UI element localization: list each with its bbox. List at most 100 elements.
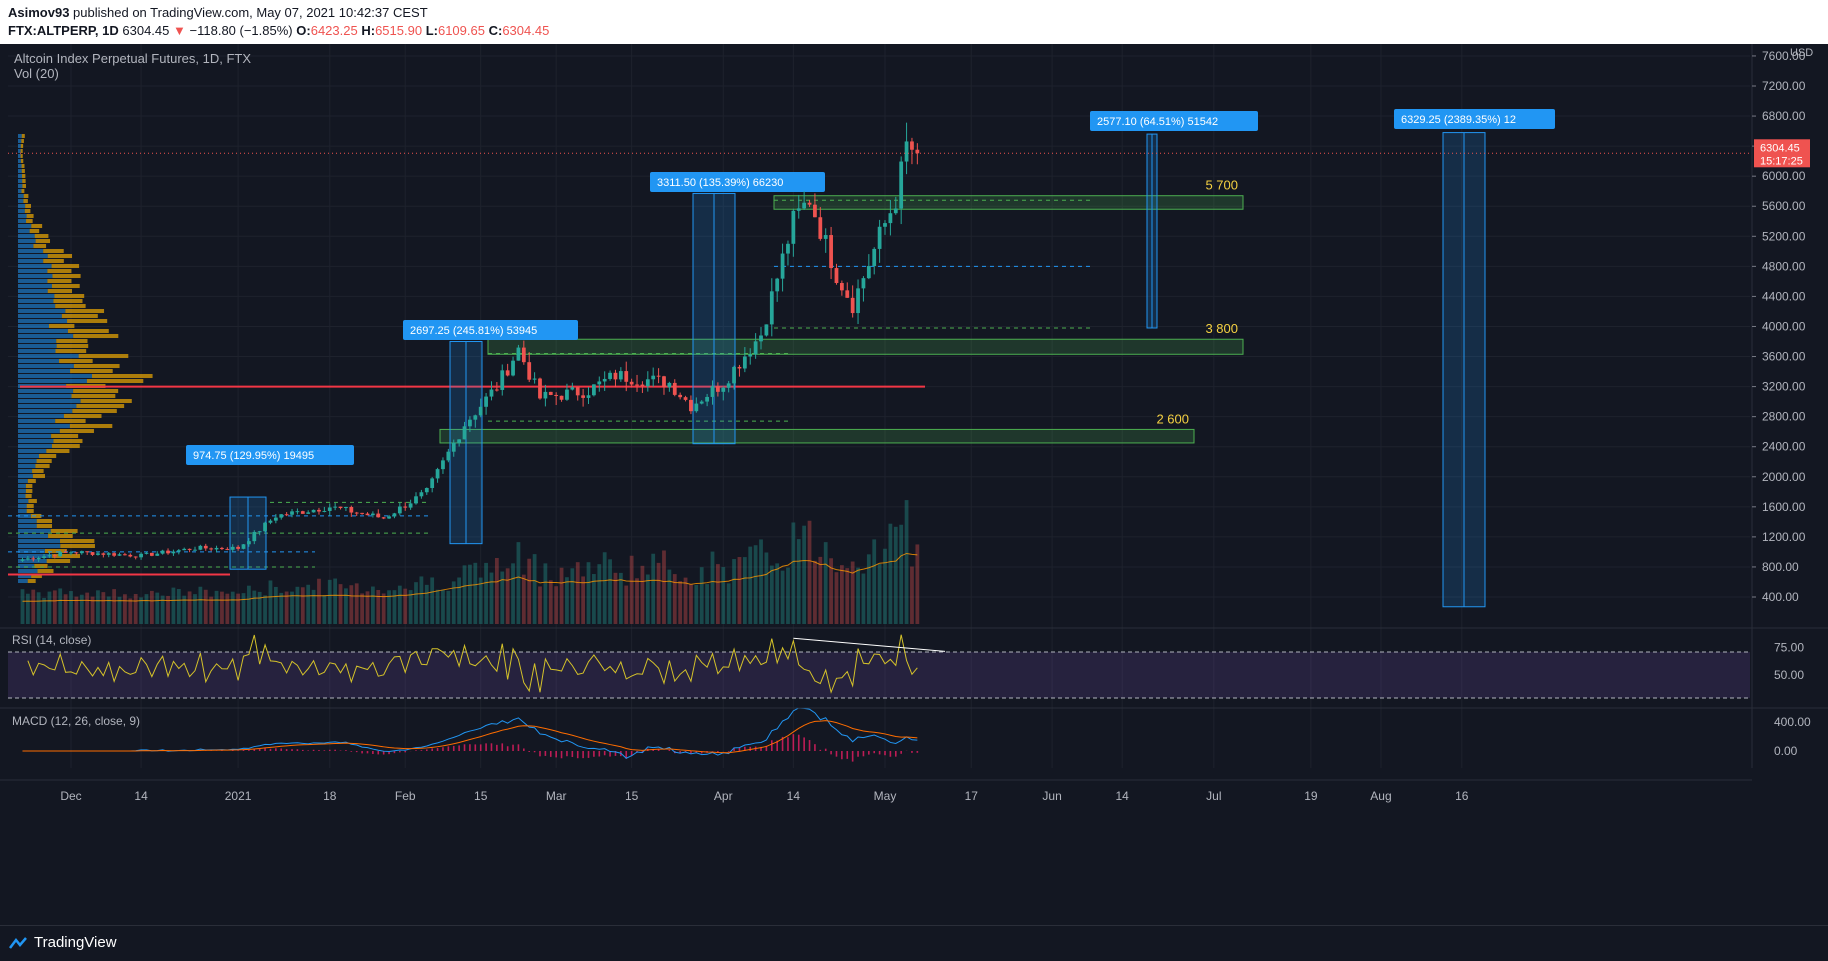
profile-bar-up — [18, 134, 22, 138]
price-tick: 1600.00 — [1762, 500, 1806, 514]
profile-bar-up — [18, 549, 45, 553]
macd-histogram-bar — [560, 751, 563, 759]
measure-label-bg — [186, 445, 354, 465]
profile-bar-up — [18, 184, 23, 188]
time-tick: 14 — [134, 789, 148, 803]
macd-histogram-bar — [787, 737, 789, 751]
profile-bar-down — [61, 314, 98, 318]
profile-bar-down — [26, 509, 34, 513]
candle-body — [117, 554, 122, 556]
macd-histogram-bar — [587, 751, 590, 758]
macd-histogram-bar — [517, 744, 520, 751]
candle-body — [268, 520, 273, 523]
time-tick: 14 — [787, 789, 801, 803]
profile-bar-up — [18, 144, 21, 148]
volume-bar — [360, 593, 364, 624]
profile-bar-down — [60, 539, 95, 543]
time-tick: Jul — [1206, 789, 1221, 803]
candle-body — [710, 386, 715, 397]
publish-info: published on TradingView.com, May 07, 20… — [73, 5, 428, 20]
profile-bar-down — [20, 144, 24, 148]
profile-bar-down — [34, 234, 49, 238]
macd-histogram-bar — [679, 751, 681, 754]
macd-histogram-bar — [819, 749, 822, 751]
candle-body — [575, 387, 580, 396]
profile-bar-down — [56, 344, 89, 348]
volume-bar — [376, 589, 381, 624]
author-name[interactable]: Asimov93 — [8, 5, 70, 20]
profile-bar-up — [18, 499, 29, 503]
profile-bar-up — [18, 394, 72, 398]
candle-body — [910, 141, 914, 150]
profile-bar-up — [18, 219, 27, 223]
profile-bar-down — [36, 459, 52, 463]
time-tick: 15 — [625, 789, 639, 803]
profile-bar-down — [80, 399, 132, 403]
macd-histogram-bar — [361, 751, 363, 754]
volume-bar — [290, 591, 294, 624]
macd-histogram-bar — [442, 747, 444, 751]
macd-histogram-bar — [366, 751, 369, 754]
volume-bar — [58, 588, 63, 624]
profile-bar-down — [69, 424, 113, 428]
profile-bar-down — [21, 169, 25, 173]
candle-body — [354, 512, 359, 514]
level-label: 2 600 — [1156, 411, 1189, 426]
volume-bar — [856, 567, 860, 624]
macd-histogram-bar — [824, 748, 827, 751]
candle-body — [915, 149, 920, 154]
price-tick: 400.00 — [1762, 590, 1799, 604]
profile-bar-up — [18, 524, 37, 528]
time-tick: Feb — [395, 789, 416, 803]
volume-bar — [419, 576, 424, 624]
profile-bar-up — [18, 469, 33, 473]
profile-bar-up — [18, 354, 79, 358]
symbol[interactable]: FTX:ALTPERP, 1D — [8, 23, 119, 38]
candle-body — [414, 496, 418, 504]
volume-bar — [20, 589, 25, 624]
signal-line — [22, 720, 918, 754]
candle-body — [532, 378, 537, 380]
zone-box — [773, 195, 1244, 210]
profile-bar-down — [55, 419, 86, 423]
price-tick: 4000.00 — [1762, 319, 1806, 333]
profile-bar-down — [21, 139, 24, 143]
profile-bar-down — [52, 554, 80, 558]
candle-body — [247, 541, 251, 545]
measure-tools[interactable]: 974.75 (129.95%) 19495 2697.25 (245.81%) … — [186, 109, 1555, 608]
candle-body — [279, 514, 284, 518]
price-chart[interactable]: 5 700 3 800 2 600 974.75 (129.95%) 19495 26… — [0, 44, 1828, 924]
volume-bar — [370, 586, 375, 624]
macd-histogram-bar — [894, 751, 897, 757]
profile-bar-down — [22, 179, 26, 183]
support-resistance-zones[interactable]: 5 700 3 800 2 600 — [8, 178, 1244, 568]
volume-bar — [565, 577, 569, 624]
profile-bar-up — [18, 234, 35, 238]
profile-bar-up — [18, 459, 37, 463]
profile-bar-up — [18, 314, 62, 318]
profile-bar-down — [30, 514, 42, 518]
tradingview-logo[interactable]: TradingView — [8, 934, 117, 951]
macd-histogram-bar — [830, 751, 832, 755]
volume-bar — [430, 577, 435, 624]
macd-histogram-bar — [593, 751, 595, 757]
macd-histogram-bar — [900, 751, 902, 754]
profile-bar-up — [18, 444, 52, 448]
macd-histogram-bar — [916, 751, 919, 753]
profile-bar-down — [35, 239, 51, 243]
price-tick: 800.00 — [1762, 560, 1799, 574]
volume-bar — [586, 562, 591, 624]
open-value: 6423.25 — [310, 23, 358, 38]
candle-body — [381, 517, 386, 519]
candle-body — [193, 549, 197, 551]
candle-body — [694, 403, 699, 412]
volume-bar — [279, 592, 284, 624]
candle-body — [370, 513, 375, 516]
price-tick: 2400.00 — [1762, 440, 1806, 454]
currency-label: USD — [1790, 47, 1813, 59]
volume-bar — [322, 595, 327, 624]
candle-body — [171, 551, 176, 554]
macd-histogram-bar — [717, 751, 719, 754]
candle-body — [651, 375, 656, 380]
ohlc-line: FTX:ALTPERP, 1D 6304.45 ▼ −118.80 (−1.85… — [8, 22, 1820, 40]
